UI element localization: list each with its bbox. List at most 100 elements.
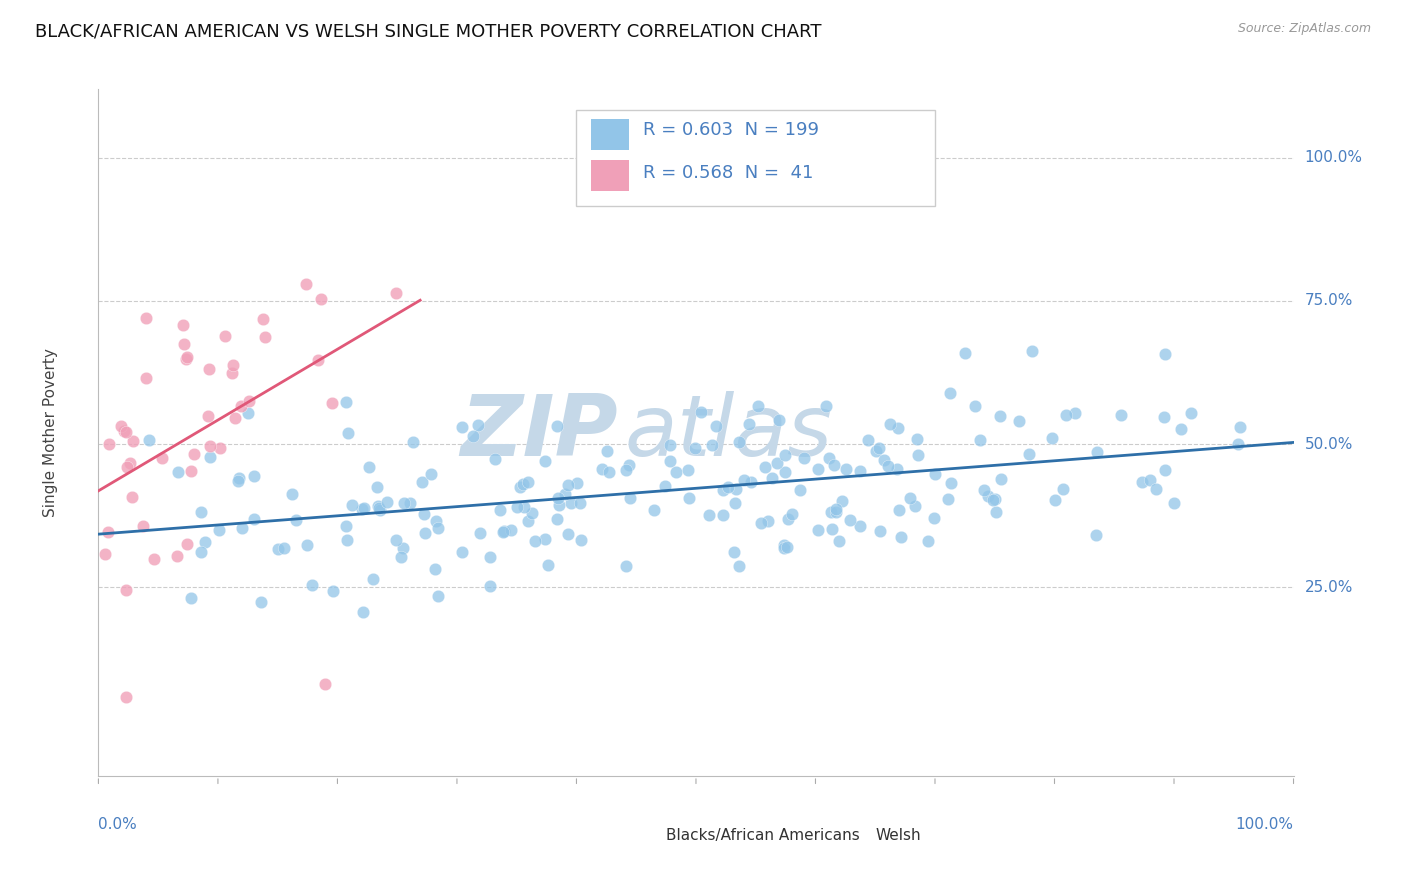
Point <box>426 521 449 535</box>
Point <box>190 545 212 559</box>
Point <box>197 362 219 376</box>
Point <box>112 424 135 438</box>
Point <box>208 523 231 537</box>
Point <box>398 496 420 510</box>
Point <box>676 463 699 477</box>
Point <box>392 496 415 510</box>
Point <box>793 450 815 465</box>
Point <box>138 433 160 447</box>
Point <box>818 450 841 465</box>
Point <box>789 483 811 497</box>
Point <box>194 535 217 549</box>
Point <box>114 690 136 704</box>
Point <box>782 507 804 521</box>
Point <box>775 465 797 479</box>
Point <box>565 475 588 490</box>
Point <box>823 458 845 473</box>
Point <box>273 541 295 555</box>
Point <box>617 458 640 472</box>
Point <box>249 595 271 609</box>
Point <box>309 292 332 306</box>
Point <box>166 549 188 563</box>
Point <box>375 494 398 508</box>
Text: Welsh: Welsh <box>876 828 921 843</box>
Point <box>824 501 846 516</box>
Point <box>879 417 901 432</box>
Point <box>806 462 828 476</box>
Point <box>1054 409 1077 423</box>
Point <box>115 582 138 597</box>
Text: 75.0%: 75.0% <box>1305 293 1353 309</box>
Point <box>366 480 388 494</box>
Point <box>214 328 236 343</box>
Point <box>887 420 910 434</box>
Point <box>392 541 415 556</box>
Point <box>973 483 995 497</box>
FancyBboxPatch shape <box>576 110 935 206</box>
Point <box>450 420 472 434</box>
Point <box>598 465 620 479</box>
Text: 100.0%: 100.0% <box>1305 151 1362 165</box>
Point <box>413 525 436 540</box>
Point <box>238 394 260 409</box>
Point <box>1144 482 1167 496</box>
Point <box>337 426 360 441</box>
Point <box>236 405 259 419</box>
Point <box>658 453 681 467</box>
Point <box>569 533 592 548</box>
Point <box>322 583 344 598</box>
Point <box>359 460 381 475</box>
Text: ZIP: ZIP <box>461 391 619 475</box>
Point <box>924 467 946 482</box>
Point <box>869 524 891 538</box>
Point <box>352 605 374 619</box>
Point <box>596 443 619 458</box>
Point <box>619 491 641 506</box>
Point <box>643 503 665 517</box>
Point <box>969 434 991 448</box>
Point <box>560 496 582 510</box>
Point <box>922 510 945 524</box>
Point <box>547 491 569 506</box>
Point <box>150 450 173 465</box>
Point <box>821 522 844 536</box>
Point <box>385 533 408 547</box>
Point <box>856 433 879 447</box>
Point <box>166 466 188 480</box>
Point <box>768 413 790 427</box>
Point <box>468 525 491 540</box>
Point <box>143 552 166 566</box>
Point <box>413 507 436 521</box>
Point <box>361 572 384 586</box>
Point <box>747 399 769 413</box>
Point <box>1139 473 1161 487</box>
Point <box>557 527 579 541</box>
Point <box>523 533 546 548</box>
Point <box>1153 463 1175 477</box>
Point <box>1052 482 1074 496</box>
Text: 50.0%: 50.0% <box>1305 436 1353 451</box>
Point <box>516 475 538 490</box>
Text: Source: ZipAtlas.com: Source: ZipAtlas.com <box>1237 22 1371 36</box>
Point <box>336 533 359 547</box>
Bar <box>591 119 628 150</box>
Point <box>815 399 838 413</box>
Point <box>426 589 449 603</box>
Point <box>110 418 132 433</box>
Point <box>252 312 274 326</box>
Text: Blacks/African Americans: Blacks/African Americans <box>666 828 860 843</box>
Point <box>904 499 927 513</box>
Point <box>905 432 928 446</box>
Point <box>654 479 676 493</box>
Point <box>849 518 872 533</box>
Point <box>534 453 557 467</box>
Point <box>591 461 613 475</box>
Point <box>135 371 157 385</box>
Point <box>849 464 872 478</box>
Point <box>301 578 323 592</box>
Point <box>733 473 755 487</box>
Point <box>984 505 1007 519</box>
Point <box>1085 528 1108 542</box>
Point <box>1021 344 1043 359</box>
Point <box>1163 496 1185 510</box>
